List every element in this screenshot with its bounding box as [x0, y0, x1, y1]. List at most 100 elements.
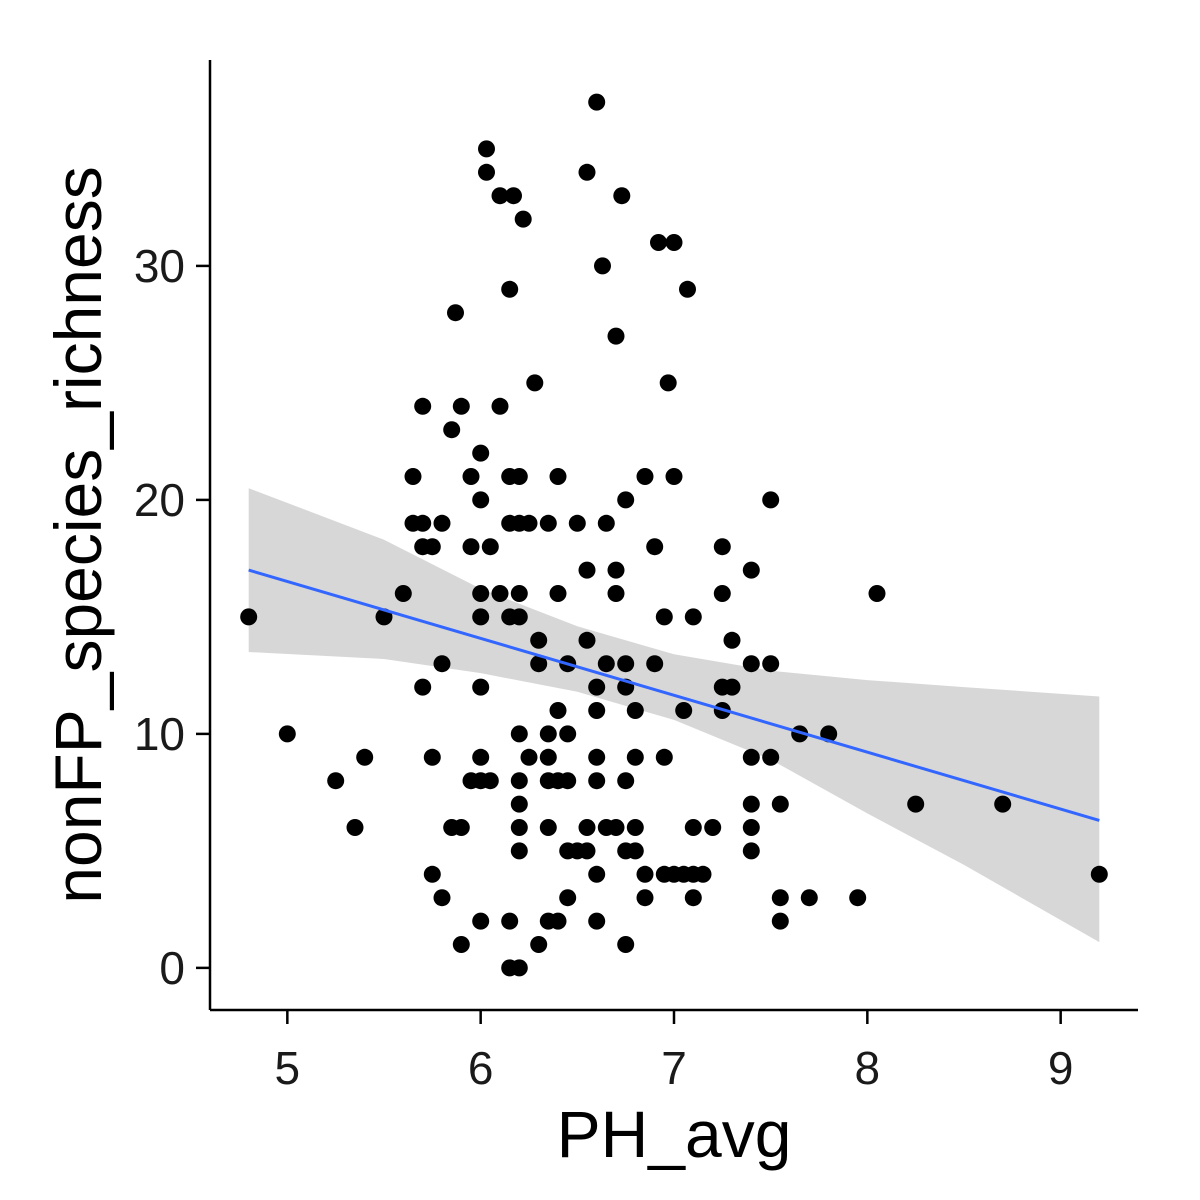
data-point: [549, 912, 567, 930]
data-point: [510, 608, 528, 626]
x-axis-title: PH_avg: [557, 1097, 792, 1171]
data-point: [510, 819, 528, 836]
data-point: [713, 538, 731, 556]
data-point: [414, 397, 432, 415]
data-point: [588, 748, 606, 766]
data-point: [742, 748, 760, 766]
data-point: [626, 819, 644, 836]
data-point: [578, 561, 596, 579]
data-point: [530, 936, 548, 953]
data-point: [588, 93, 606, 111]
data-point: [684, 889, 702, 907]
data-point: [607, 327, 625, 345]
data-point: [588, 702, 606, 719]
confidence-band: [248, 488, 1100, 943]
data-point: [510, 725, 528, 743]
y-ticks-layer: 0 10 20 30: [134, 240, 210, 994]
data-point: [491, 187, 509, 205]
data-point: [447, 304, 464, 322]
data-point: [646, 655, 664, 673]
data-point: [626, 702, 644, 719]
data-point: [646, 538, 664, 556]
data-point: [742, 561, 760, 579]
y-axis-title: nonFP_species_richness: [41, 166, 115, 903]
data-point: [800, 889, 818, 907]
data-point: [510, 842, 528, 860]
data-point: [675, 702, 693, 719]
data-point: [771, 889, 789, 907]
data-point: [510, 468, 528, 485]
data-point: [568, 514, 586, 532]
data-point: [278, 725, 296, 743]
data-point: [462, 538, 480, 556]
data-point: [530, 631, 548, 649]
data-point: [617, 655, 635, 673]
data-point: [530, 655, 548, 673]
data-point: [994, 795, 1012, 813]
data-point: [679, 280, 696, 298]
data-point: [478, 140, 495, 158]
data-point: [655, 748, 673, 766]
data-point: [472, 444, 490, 462]
data-point: [659, 374, 677, 392]
fit-line-layer: [248, 568, 1100, 822]
x-tick-label: 6: [468, 1042, 494, 1094]
data-point: [433, 655, 451, 673]
data-point: [742, 655, 760, 673]
data-point: [713, 585, 731, 602]
data-point: [559, 889, 577, 907]
data-point: [414, 678, 432, 696]
x-ticks-layer: 5 6 7 8 9: [275, 1010, 1073, 1094]
data-point: [501, 280, 519, 298]
data-point: [423, 748, 441, 766]
data-point: [868, 585, 886, 602]
data-point: [501, 912, 519, 930]
data-point: [1090, 865, 1108, 883]
data-point: [539, 819, 557, 836]
data-point: [520, 748, 538, 766]
data-point: [578, 631, 596, 649]
data-point: [549, 468, 567, 485]
data-point: [240, 608, 258, 626]
data-point: [636, 865, 654, 883]
data-point: [588, 678, 606, 696]
data-point: [588, 772, 606, 790]
data-point: [650, 234, 667, 251]
data-point: [626, 748, 644, 766]
x-tick-label: 8: [855, 1042, 881, 1094]
data-point: [771, 912, 789, 930]
data-point: [607, 561, 625, 579]
data-point: [433, 514, 451, 532]
data-point: [665, 468, 683, 485]
data-point: [559, 772, 577, 790]
data-point: [762, 748, 780, 766]
data-point: [613, 187, 631, 205]
data-point: [636, 889, 654, 907]
data-point: [742, 819, 760, 836]
data-point: [849, 889, 867, 907]
data-point: [520, 514, 538, 532]
data-point: [404, 468, 422, 485]
y-tick-label: 0: [159, 942, 185, 994]
data-point: [443, 421, 461, 439]
data-point: [472, 608, 490, 626]
data-point: [414, 514, 432, 532]
data-point: [597, 514, 615, 532]
data-point: [617, 491, 635, 509]
data-point: [559, 725, 577, 743]
data-point: [462, 468, 480, 485]
data-point: [617, 772, 635, 790]
data-point: [423, 865, 441, 883]
data-point: [742, 842, 760, 860]
data-point: [607, 819, 625, 836]
data-point: [478, 163, 495, 181]
x-tick-label: 7: [661, 1042, 687, 1094]
data-point: [636, 468, 654, 485]
data-point: [626, 842, 644, 860]
confidence-band-layer: [248, 488, 1100, 943]
data-point: [452, 397, 470, 415]
data-point: [762, 491, 780, 509]
data-point: [655, 608, 673, 626]
data-point: [505, 187, 522, 205]
data-point: [597, 655, 615, 673]
